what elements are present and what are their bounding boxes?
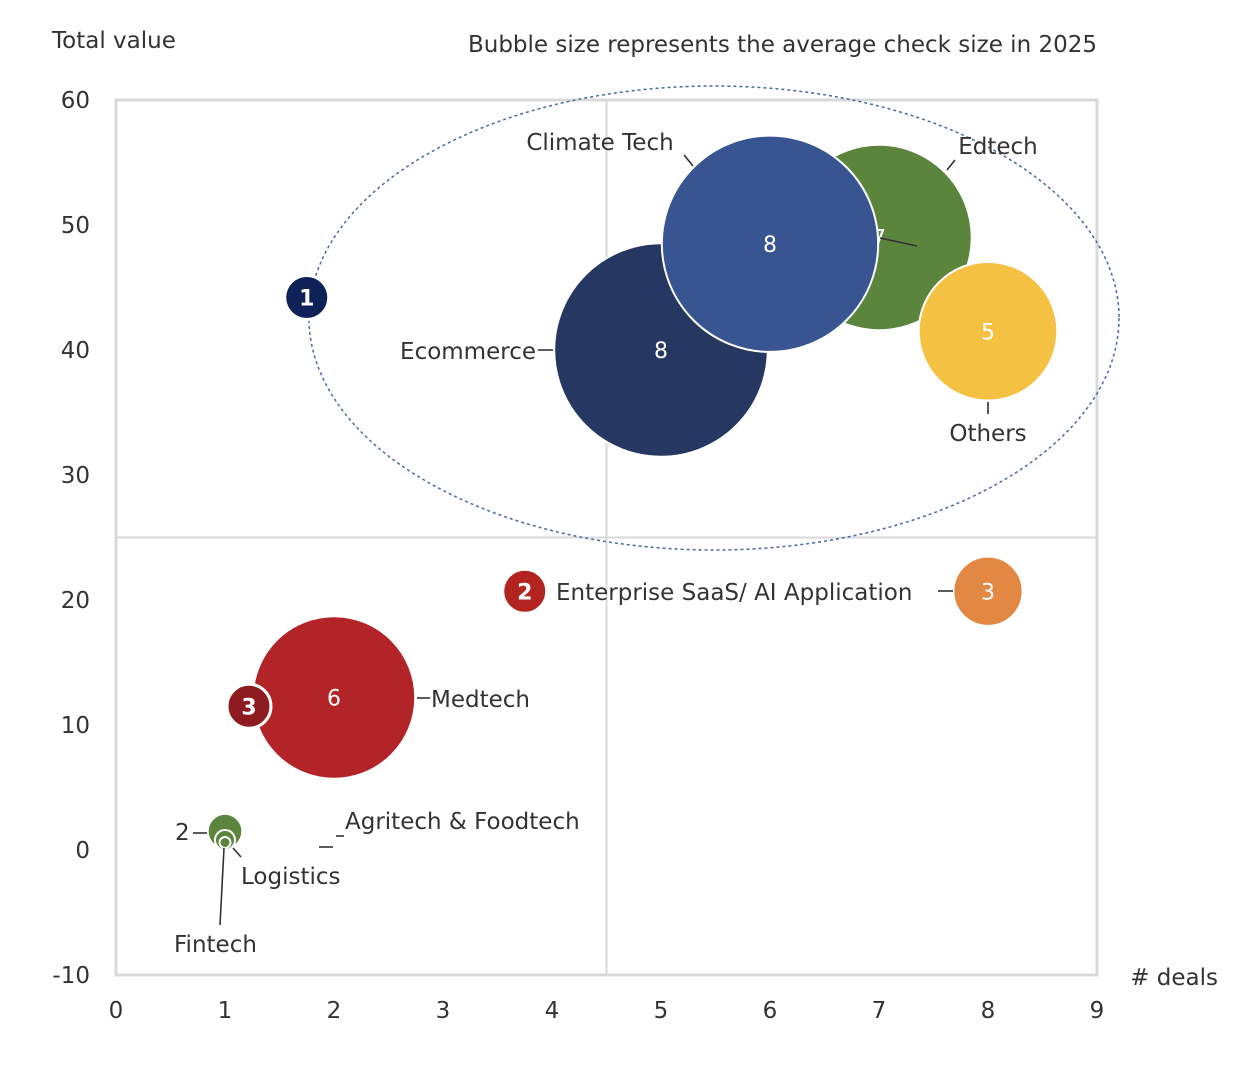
- y-tick-label: 10: [61, 713, 90, 739]
- leader-edtech-label: [879, 237, 918, 247]
- label-edtech: Edtech: [958, 134, 1038, 160]
- label-fintech: Fintech: [174, 932, 257, 958]
- cluster-ellipse: [308, 85, 1120, 551]
- label-climate-tech: Climate Tech: [526, 130, 673, 156]
- y-tick-label: 60: [61, 88, 90, 114]
- x-tick-label: 2: [327, 998, 342, 1024]
- label-saas: Enterprise SaaS/ AI Application: [556, 580, 912, 606]
- badge-number: 2: [517, 580, 532, 605]
- bubble-fintech: [218, 836, 232, 849]
- label-medtech: Medtech: [431, 687, 530, 713]
- y-tick-label: 30: [61, 463, 90, 489]
- label-agritech: Agritech & Foodtech: [345, 809, 580, 835]
- y-tick-label: 20: [61, 588, 90, 614]
- bubble-value-label: 8: [763, 233, 777, 258]
- chart-subtitle: Bubble size represents the average check…: [468, 32, 1097, 58]
- bubble-enterprise-saas-ai-application: [952, 555, 1024, 627]
- x-tick-label: 7: [872, 998, 887, 1024]
- x-tick-label: 8: [981, 998, 996, 1024]
- bubble-value-label: 8: [654, 339, 668, 364]
- label-agritech-count: 2: [175, 820, 190, 846]
- bubble-others: [917, 260, 1059, 402]
- label-logistics: Logistics: [241, 864, 341, 890]
- x-tick-label: 0: [109, 998, 124, 1024]
- badge-circle: [501, 567, 549, 615]
- y-tick-label: 50: [61, 213, 90, 239]
- y-tick-label: 0: [75, 838, 90, 864]
- x-axis-title: # deals: [1130, 965, 1218, 991]
- bubble-value-label: 6: [327, 687, 341, 712]
- x-tick-label: 6: [763, 998, 778, 1024]
- badge-circle: [225, 682, 273, 730]
- x-tick-label: 4: [545, 998, 560, 1024]
- x-tick-label: 5: [654, 998, 669, 1024]
- x-tick-label: 1: [218, 998, 233, 1024]
- label-ecommerce: Ecommerce: [400, 339, 536, 365]
- bubble-climate-tech: [660, 134, 880, 353]
- bubble-value-label: 5: [981, 320, 995, 345]
- y-axis-title: Total value: [51, 28, 176, 54]
- y-tick-label: 40: [61, 338, 90, 364]
- leader-fintech: [219, 847, 225, 926]
- leader-climate: [683, 154, 694, 167]
- leader-logistics: [232, 847, 242, 858]
- bubble-value-label: 3: [981, 580, 995, 605]
- x-tick-label: 3: [436, 998, 451, 1024]
- leader-edtech: [946, 159, 956, 171]
- badge-number: 3: [241, 695, 256, 720]
- y-tick-label: -10: [52, 963, 90, 989]
- badge-number: 1: [299, 287, 314, 312]
- label-others: Others: [949, 421, 1026, 447]
- badge-circle: [283, 274, 331, 321]
- x-tick-label: 9: [1090, 998, 1105, 1024]
